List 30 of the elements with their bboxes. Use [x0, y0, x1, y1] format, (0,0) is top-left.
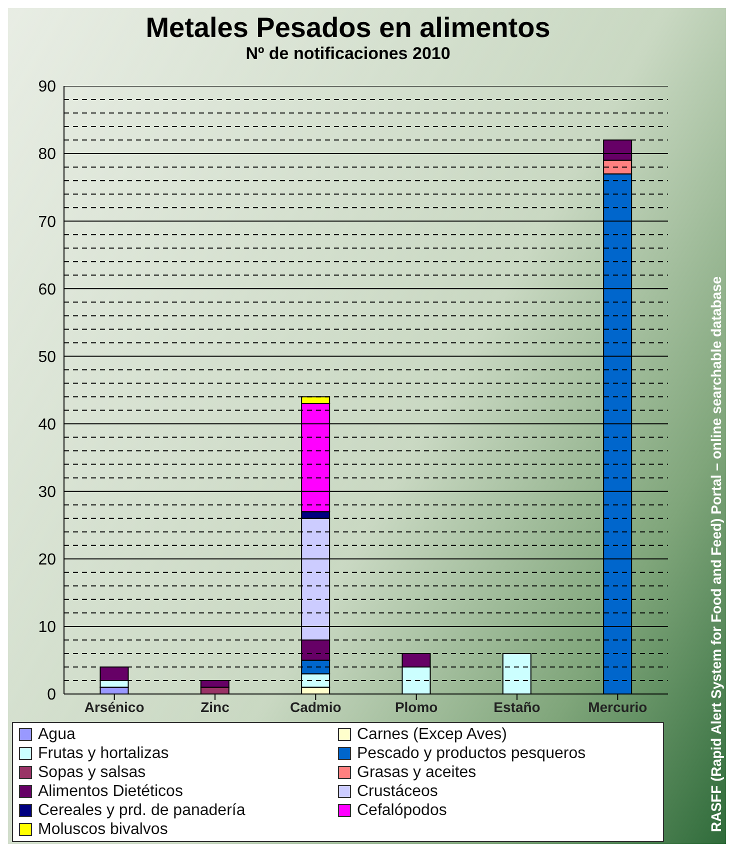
y-tick-label: 90: [38, 78, 56, 96]
x-tick-label: Cadmio: [290, 698, 342, 715]
legend-label: Cefalópodos: [357, 801, 447, 820]
legend-label: Crustáceos: [357, 782, 438, 801]
legend-label: Frutas y hortalizas: [38, 744, 169, 763]
y-tick-label: 50: [38, 348, 56, 366]
y-tick-label: 10: [38, 619, 56, 636]
y-tick-label: 0: [47, 686, 56, 704]
legend-label: Cereales y prd. de panadería: [38, 801, 246, 820]
x-tick-label: Mercurio: [588, 698, 648, 715]
text: RASFF (Rapid Alert System for Food and Feed) Portal – online searchable database: [708, 275, 724, 832]
y-tick-label: 20: [38, 552, 56, 569]
legend-label: Alimentos Dietéticos: [38, 782, 183, 801]
legend-label: Carnes (Excep Aves): [357, 725, 507, 744]
x-tick-label: Plomo: [394, 698, 438, 715]
chart-title: Metales Pesados en alimentos: [144, 12, 552, 44]
legend-label: Agua: [38, 725, 76, 744]
legend-label: Grasas y aceites: [357, 763, 476, 782]
y-tick-label: 70: [38, 214, 56, 231]
legend-label: Pescado y productos pesqueros: [357, 744, 586, 763]
x-tick-label: Estaño: [494, 698, 540, 715]
chart-subtitle: Nº de notificaciones 2010: [244, 44, 452, 64]
legend-label: Moluscos bivalvos: [38, 820, 168, 839]
x-tick-label: Arsénico: [84, 698, 144, 715]
legend-label: Sopas y salsas: [38, 763, 146, 782]
y-tick-label: 80: [38, 146, 56, 164]
y-tick-label: 40: [38, 416, 56, 434]
y-tick-label: 30: [38, 484, 56, 502]
y-tick-label: 60: [38, 281, 56, 298]
x-tick-label: Zinc: [200, 698, 230, 715]
